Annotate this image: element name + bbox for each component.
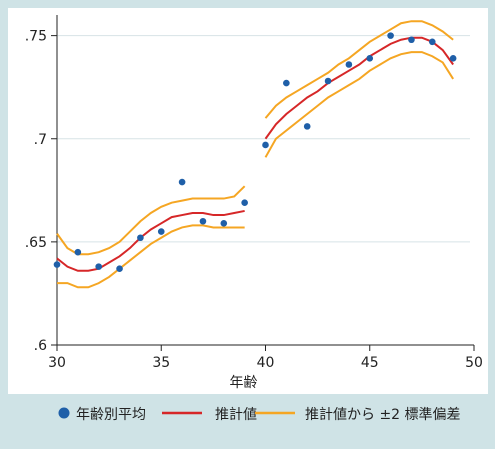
mean-point <box>429 38 436 46</box>
mean-point <box>199 217 207 225</box>
mean-point <box>157 228 165 235</box>
band-line <box>57 224 245 289</box>
mean-point <box>137 234 144 242</box>
mean-point <box>283 79 290 87</box>
mean-point <box>408 36 415 44</box>
mean-point <box>116 265 123 272</box>
mean-point <box>366 55 374 62</box>
x-axis-title: 年齢 <box>230 375 258 391</box>
fit-line <box>264 36 454 140</box>
y-tick-label: .75 <box>25 29 47 45</box>
plot-area <box>57 15 474 345</box>
y-tick-label: .65 <box>25 235 47 251</box>
mean-point <box>449 55 457 62</box>
y-tick-label: .7 <box>34 132 47 148</box>
mean-point <box>53 261 61 268</box>
x-tick-label: 30 <box>48 355 66 371</box>
legend-label: 推計値 <box>215 407 257 423</box>
mean-point <box>262 141 269 149</box>
y-tick-label: .6 <box>34 338 47 354</box>
mean-point <box>74 248 82 256</box>
legend-label: 推計値から ±2 標準偏差 <box>305 407 461 423</box>
x-tick-label: 40 <box>257 355 275 371</box>
mean-point <box>387 32 394 39</box>
band-line <box>56 185 246 256</box>
mean-point <box>303 123 311 130</box>
mean-point <box>178 178 186 186</box>
legend-dot-icon <box>58 407 70 419</box>
x-tick-label: 35 <box>152 355 170 371</box>
band-line <box>264 20 454 119</box>
legend: 年齢別平均 推計値 推計値から ±2 標準偏差 <box>58 407 461 423</box>
x-tick-label: 50 <box>465 355 483 371</box>
mean-point <box>220 220 228 227</box>
mean-point <box>95 263 102 270</box>
mean-point <box>241 199 248 206</box>
x-tick-label: 45 <box>361 355 379 371</box>
band-line <box>264 51 454 158</box>
legend-label: 年齢別平均 <box>76 407 146 423</box>
fit-line <box>56 209 245 272</box>
mean-point <box>324 77 332 85</box>
mean-point <box>345 61 353 68</box>
